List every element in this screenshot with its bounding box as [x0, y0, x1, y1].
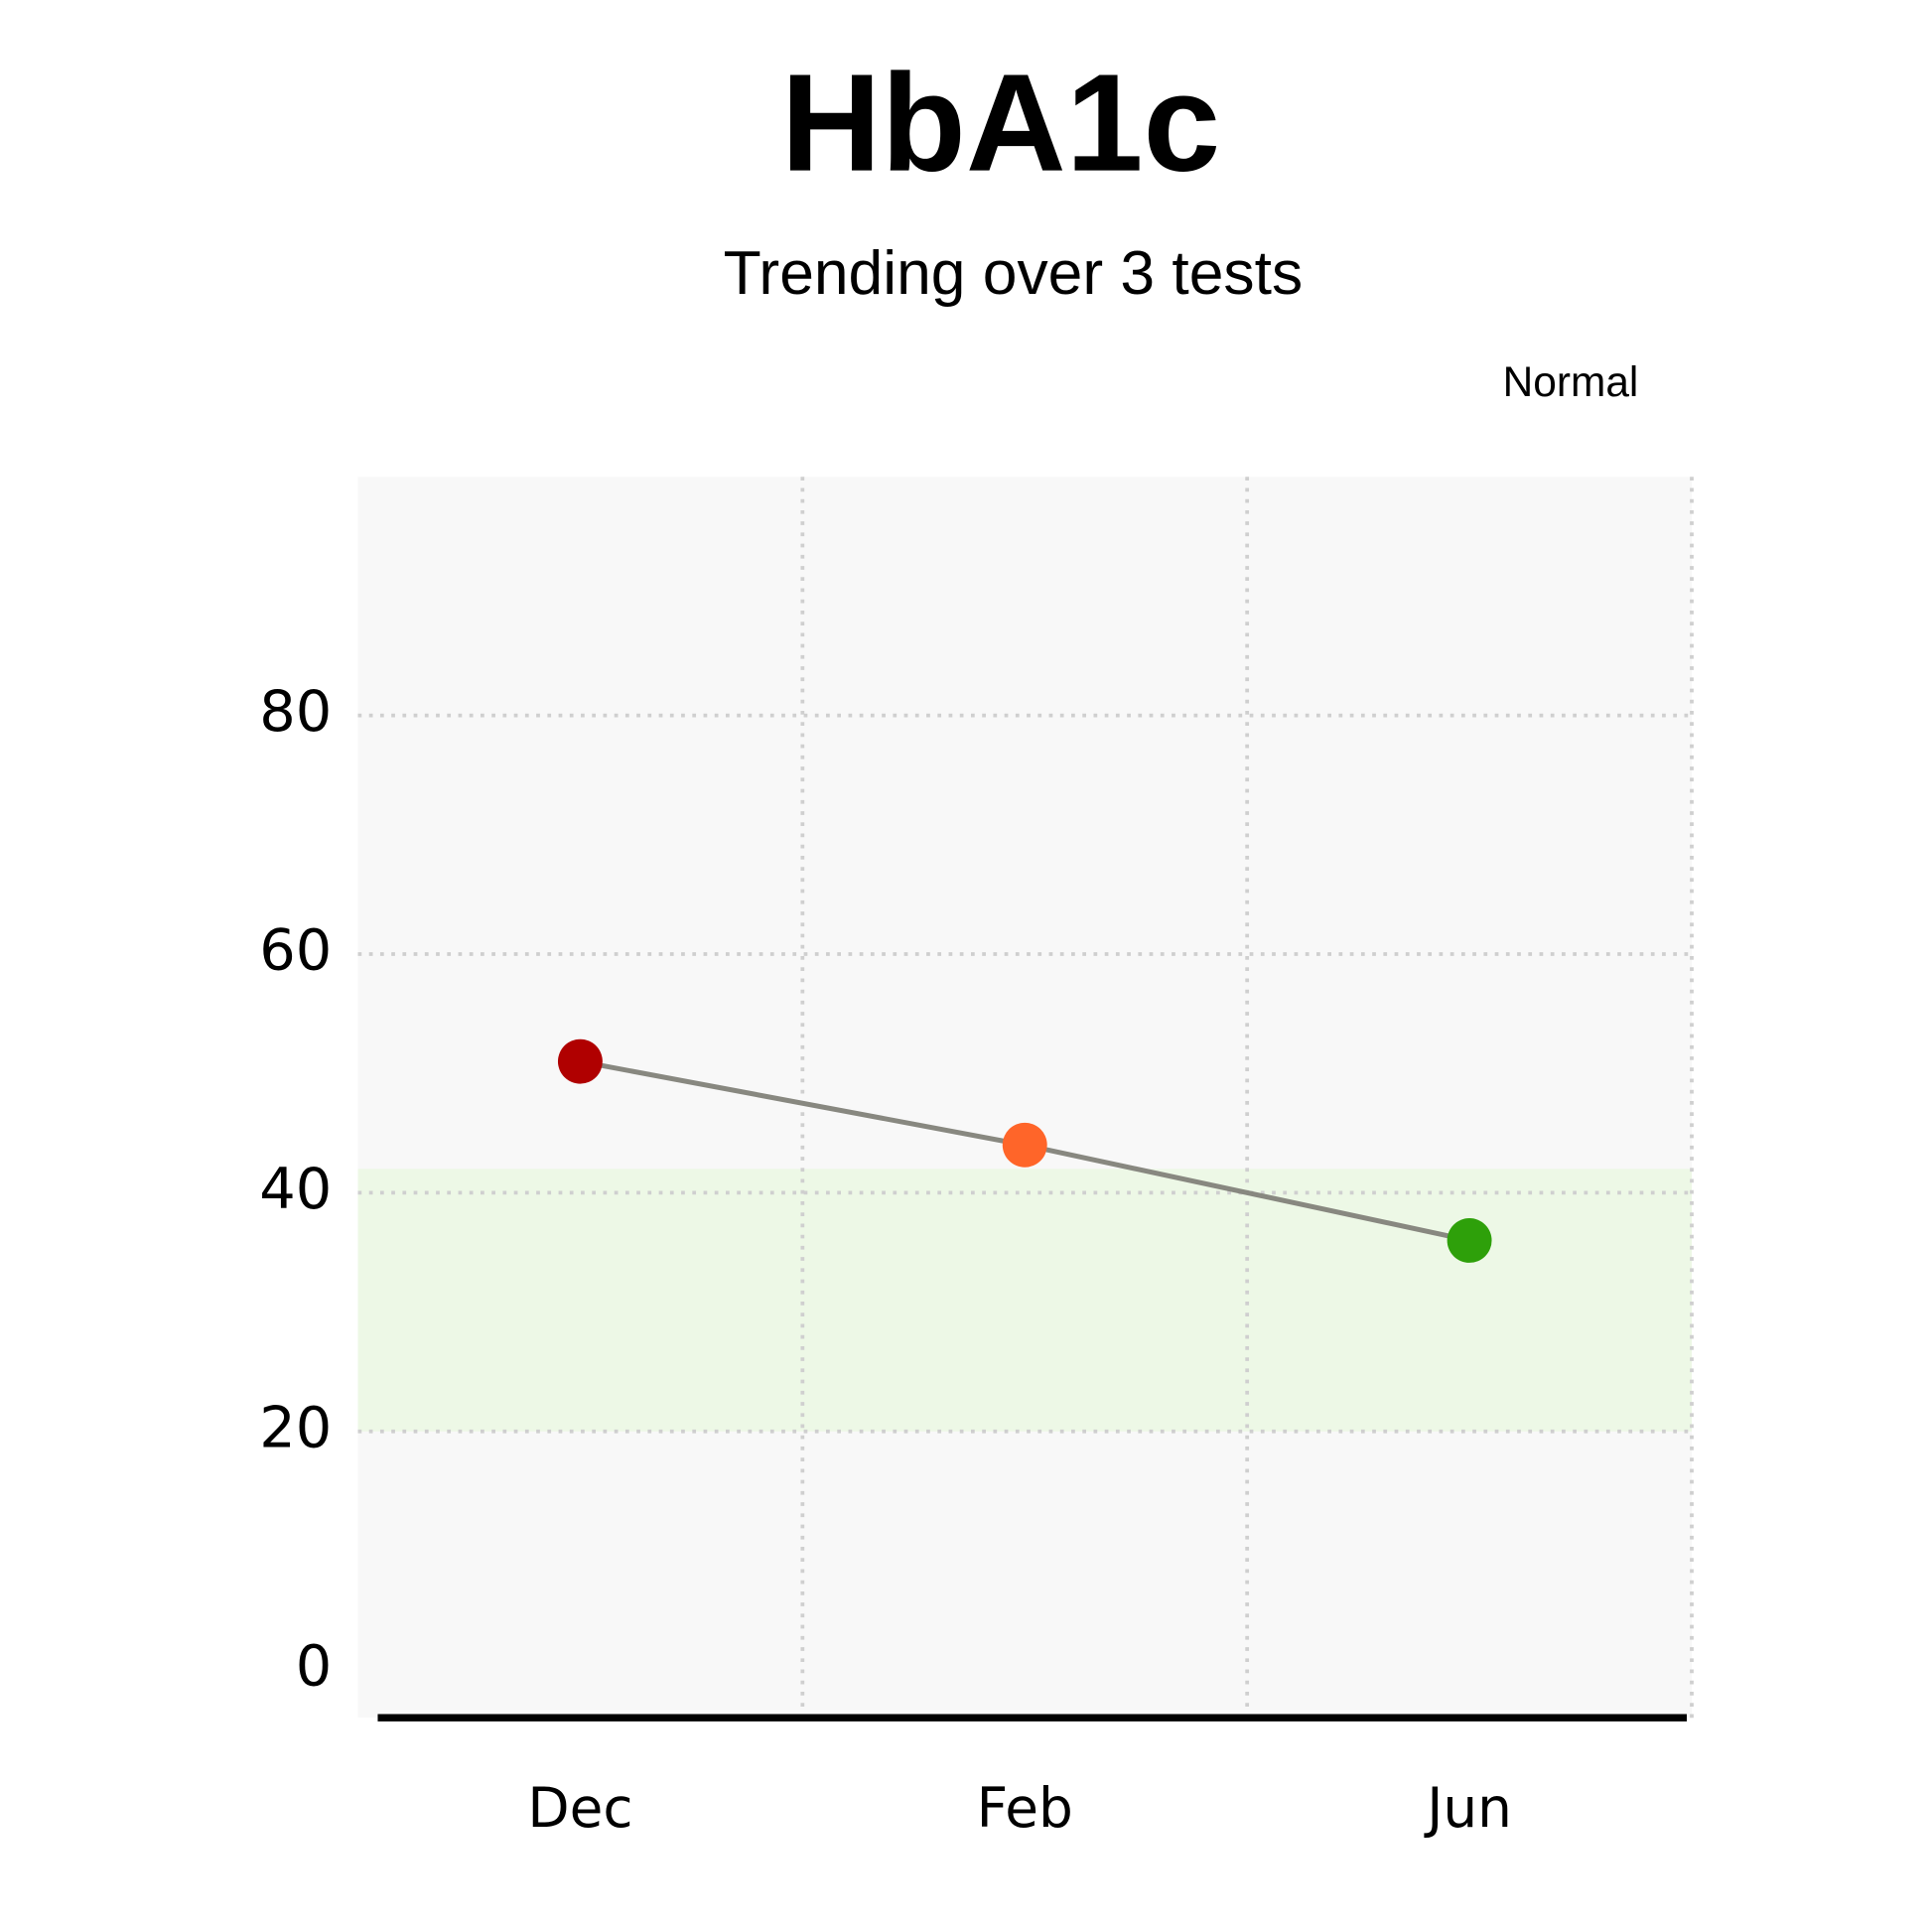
x-tick-label: Dec [527, 1776, 632, 1840]
data-point [1002, 1122, 1047, 1168]
y-tick-label: 60 [259, 917, 332, 984]
range-label: Normal [1503, 358, 1639, 405]
data-point [1447, 1217, 1492, 1263]
plot-layer: 0 20 40 60 80 Dec Feb Jun [259, 477, 1694, 1840]
normal-range [357, 1169, 1692, 1432]
chart-title: HbA1c [781, 46, 1221, 201]
x-tick-label: Feb [977, 1776, 1073, 1840]
y-tick-label: 0 [296, 1633, 333, 1700]
x-tick-label: Jun [1424, 1776, 1512, 1840]
y-tick-label: 20 [259, 1394, 332, 1460]
y-tick-label: 40 [259, 1156, 332, 1222]
plot-background [357, 477, 1692, 1719]
y-tick-label: 80 [259, 678, 332, 745]
chart-subtitle: Trending over 3 tests [724, 239, 1303, 308]
data-point [557, 1038, 603, 1084]
